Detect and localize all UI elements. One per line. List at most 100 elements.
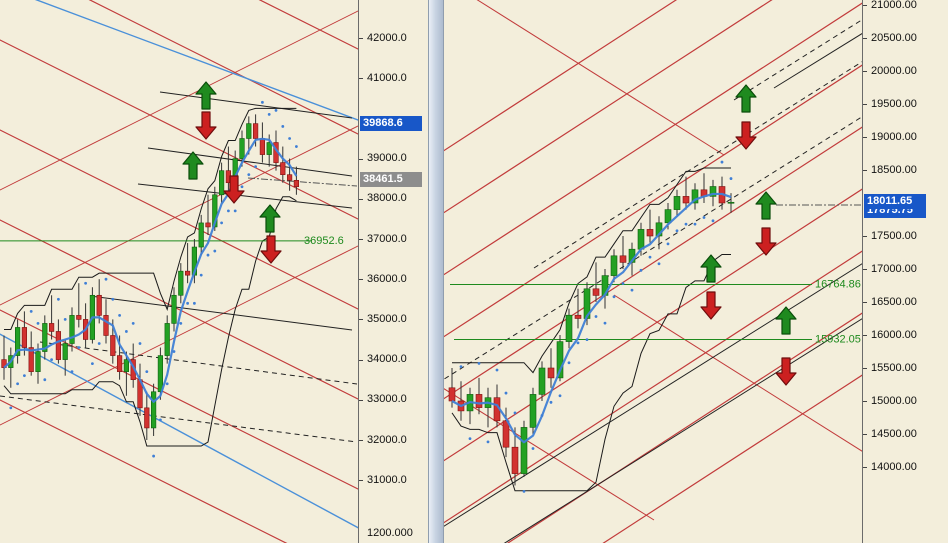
axis-label: 31000.0: [367, 473, 407, 486]
psar-dot: [639, 268, 643, 272]
axis-tick-mark: [359, 399, 363, 401]
panel-splitter[interactable]: [428, 0, 444, 543]
psar-dot: [9, 406, 13, 410]
psar-dot: [179, 322, 183, 325]
buy-signal-arrow: [195, 81, 217, 110]
candle-body: [144, 407, 150, 429]
red-cross-line: [476, 0, 725, 156]
psar-dot: [267, 112, 271, 116]
psar-dot: [199, 273, 203, 277]
candle-body: [709, 186, 717, 197]
right-price-axis: 17875.75 18011.65 21000.00 20500.00 20000.…: [862, 0, 948, 543]
psar-dot: [84, 281, 87, 285]
red-channel-line: [444, 2, 862, 276]
axis-tick-mark: [359, 78, 363, 80]
moving-average-line: [3, 137, 298, 403]
candle-body: [280, 162, 286, 175]
psar-dot: [50, 358, 53, 361]
dash-dot-price-line: [247, 177, 358, 187]
left-chart-canvas[interactable]: 36952.6: [0, 0, 358, 543]
candle-body: [547, 367, 555, 379]
black-trend-line: [444, 263, 862, 527]
axis-label: 20000.00: [871, 64, 917, 77]
candle-body: [205, 222, 211, 228]
psar-dot: [281, 125, 285, 128]
axis-tick-mark: [863, 170, 867, 171]
red-channel-line: [602, 374, 862, 543]
psar-dot: [522, 490, 526, 493]
axis-label: 1200.000: [367, 527, 413, 539]
red-channel-line: [506, 312, 862, 543]
red-channel-line: [444, 0, 773, 214]
psar-dot: [227, 209, 230, 213]
psar-dot: [531, 447, 535, 450]
left-chart-pane[interactable]: 36952.6: [0, 0, 358, 543]
axis-label: 18500.00: [871, 163, 917, 176]
psar-dot: [165, 382, 169, 386]
buy-signal-arrow: [182, 151, 204, 180]
psar-dot: [261, 100, 264, 104]
black-dashed-line: [444, 116, 862, 380]
blue-trend-line: [34, 0, 358, 121]
candle-body: [123, 359, 129, 372]
psar-dot: [729, 177, 733, 180]
candle-body: [171, 294, 177, 324]
axis-tick-mark: [359, 38, 363, 39]
red-channel-line: [444, 0, 678, 152]
psar-dot: [576, 341, 580, 345]
candle-body: [185, 270, 191, 276]
candle-body: [556, 341, 564, 379]
psar-dot: [193, 301, 196, 305]
psar-dot: [247, 173, 251, 177]
axis-tick-mark: [863, 137, 867, 138]
psar-dot: [603, 321, 607, 325]
psar-dot: [675, 229, 679, 233]
black-dashed-line: [39, 341, 358, 385]
axis-tick-mark: [359, 239, 363, 240]
psar-dot: [648, 255, 652, 259]
candle-body: [691, 189, 699, 204]
candle-body: [178, 270, 184, 296]
psar-dot: [621, 282, 625, 285]
psar-dot: [152, 454, 156, 458]
psar-dot: [36, 322, 40, 325]
candle-body: [62, 343, 68, 360]
candle-body: [592, 288, 600, 296]
axis-label: 34000.0: [367, 353, 407, 366]
psar-dot: [97, 342, 101, 345]
candle-body: [48, 323, 55, 332]
axis-tick-mark: [359, 480, 363, 482]
candle-body: [253, 123, 259, 139]
psar-dot: [186, 301, 190, 305]
psar-dot: [118, 313, 121, 317]
red-channel-line: [444, 188, 862, 462]
axis-label: 32000.0: [367, 433, 407, 446]
right-chart-canvas[interactable]: 16764.86 15932.05: [444, 0, 862, 543]
candle-body: [246, 123, 252, 139]
blue-trend-line: [0, 333, 358, 529]
axis-tick-mark: [863, 5, 867, 6]
axis-label: 41000.0: [367, 71, 407, 84]
psar-dot: [145, 370, 149, 374]
sell-signal-arrow: [735, 121, 757, 150]
black-fan-line: [147, 147, 353, 177]
candle-body: [198, 222, 204, 248]
candle-body: [35, 351, 41, 372]
psar-dot: [657, 262, 661, 266]
last-price-tag: 39868.6: [360, 115, 422, 131]
candle-body: [28, 347, 34, 372]
support-level-label: 15932.05: [815, 333, 861, 345]
candle-body: [96, 294, 102, 316]
psar-dot: [111, 297, 115, 301]
axis-tick-mark: [863, 467, 867, 468]
psar-dot: [274, 108, 278, 112]
lower-band-line: [3, 196, 297, 447]
buy-signal-arrow: [735, 84, 757, 113]
candle-body: [157, 355, 164, 393]
right-chart-pane[interactable]: 16764.86 15932.05: [444, 0, 862, 543]
buy-signal-arrow: [755, 191, 777, 220]
candle-body: [502, 420, 510, 448]
axis-tick-mark: [863, 434, 867, 435]
psar-dot: [630, 288, 634, 292]
prev-price-tag: 38461.5: [360, 172, 422, 188]
